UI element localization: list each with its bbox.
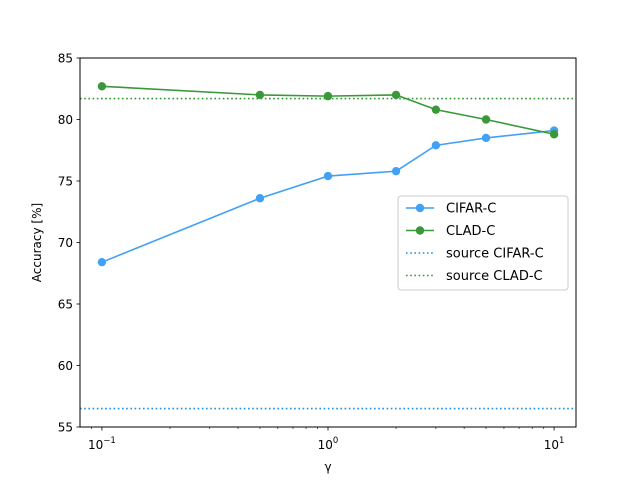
data-point bbox=[255, 194, 265, 203]
x-tick-label: 101 bbox=[544, 436, 565, 452]
data-point bbox=[431, 105, 441, 114]
x-tick-label: 100 bbox=[318, 436, 339, 452]
y-axis-label: Accuracy [%] bbox=[30, 203, 44, 282]
legend: CIFAR-C CLAD-C source CIFAR-C source CLAD-C bbox=[397, 195, 569, 291]
legend-marker bbox=[415, 226, 425, 235]
y-tick-label: 75 bbox=[58, 174, 73, 188]
axis-ticks: 10−1 100 101 55 60 65 70 75 80 85 bbox=[58, 51, 565, 452]
y-tick-label: 55 bbox=[58, 420, 73, 434]
data-point bbox=[549, 130, 559, 139]
y-tick-label: 65 bbox=[58, 297, 73, 311]
plot-content bbox=[80, 82, 576, 410]
data-point bbox=[255, 90, 265, 100]
data-point bbox=[481, 115, 491, 124]
data-point bbox=[97, 82, 107, 91]
x-axis-label: γ bbox=[324, 460, 331, 474]
legend-entry-label: CLAD-C bbox=[446, 224, 495, 239]
data-point bbox=[481, 133, 491, 143]
legend-entry-label: source CIFAR-C bbox=[446, 247, 544, 262]
data-point bbox=[97, 257, 107, 267]
y-tick-label: 80 bbox=[58, 113, 73, 127]
y-tick-label: 60 bbox=[58, 359, 73, 373]
data-point bbox=[391, 90, 401, 100]
data-point bbox=[431, 141, 441, 150]
legend-entry-label: CIFAR-C bbox=[446, 202, 496, 217]
y-tick-label: 85 bbox=[58, 51, 73, 65]
x-tick-label: 10−1 bbox=[88, 436, 116, 452]
data-point bbox=[323, 171, 333, 181]
data-point bbox=[323, 91, 333, 101]
y-tick-label: 70 bbox=[58, 236, 73, 250]
data-point bbox=[391, 166, 401, 176]
legend-box bbox=[397, 195, 569, 291]
legend-entry-label: source CLAD-C bbox=[446, 269, 543, 284]
legend-marker bbox=[415, 203, 425, 213]
